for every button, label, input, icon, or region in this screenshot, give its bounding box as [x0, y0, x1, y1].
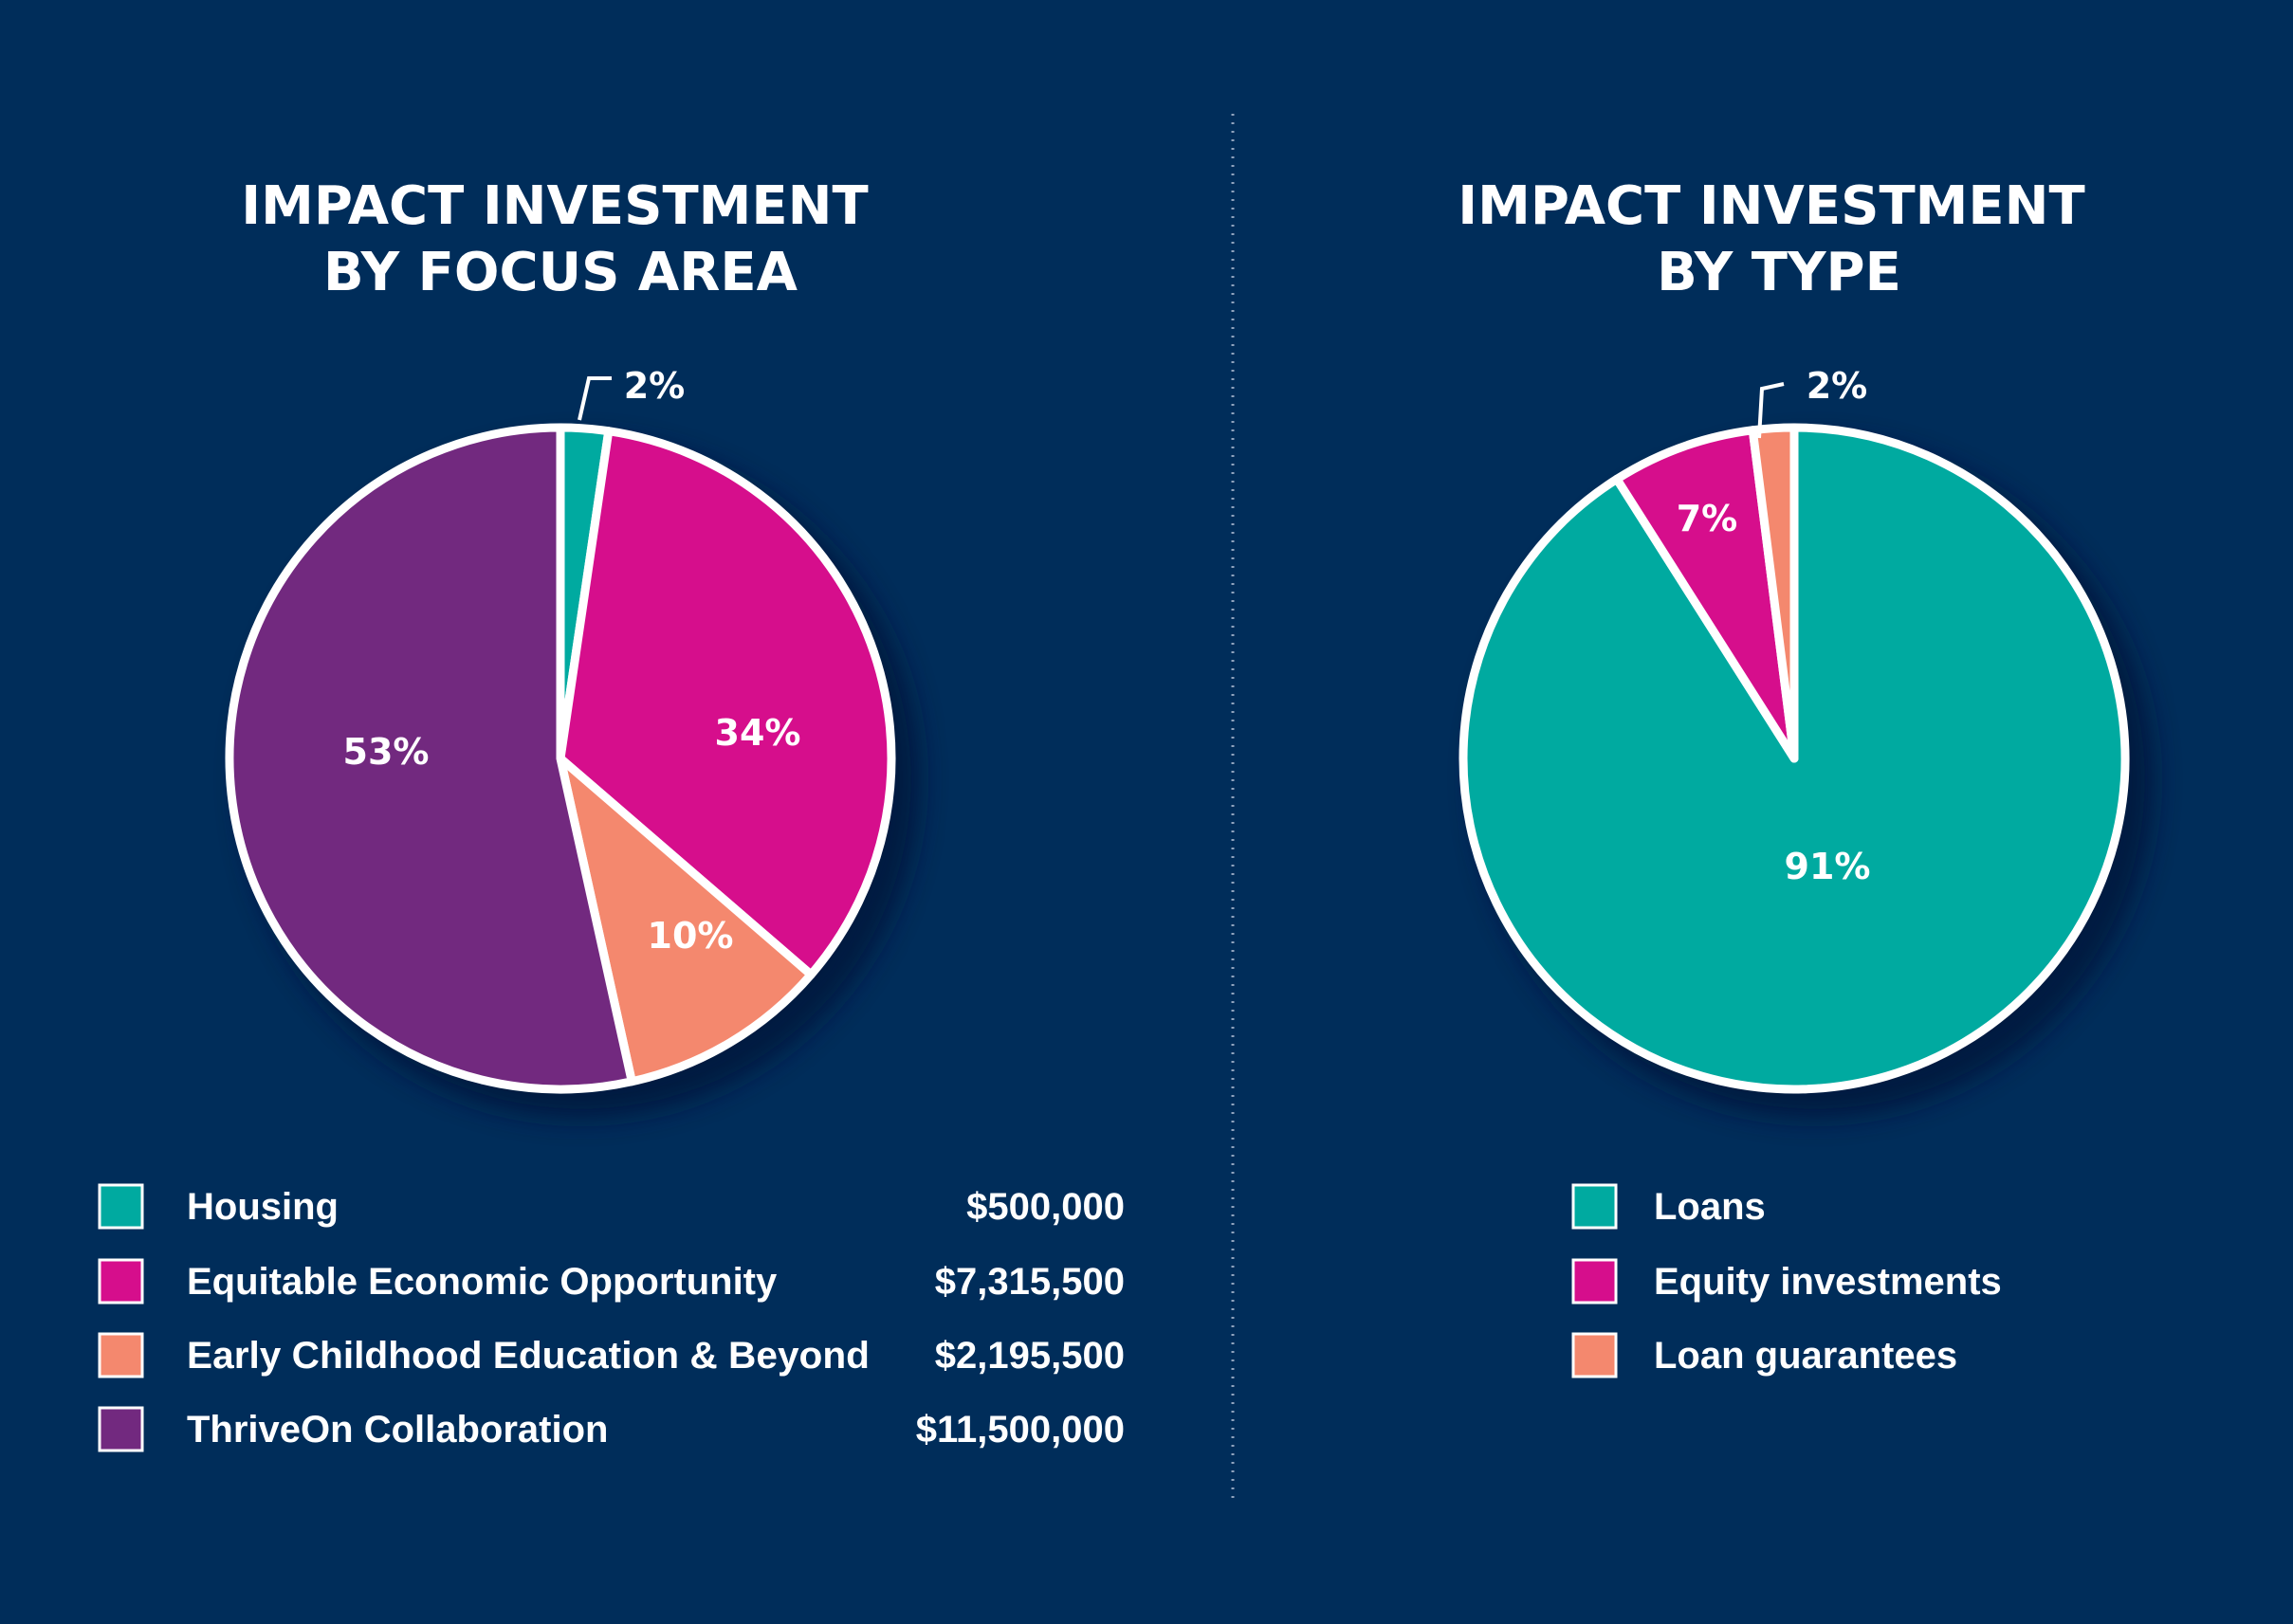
legend-label: Equitable Economic Opportunity: [187, 1261, 778, 1303]
legend-label: Loan guarantees: [1654, 1335, 1957, 1377]
data-label: 34%: [715, 712, 801, 754]
legend-value: $500,000: [966, 1186, 1125, 1228]
legend-label: Loans: [1654, 1186, 1766, 1228]
legend-value: $2,195,500: [935, 1335, 1125, 1377]
legend-focus-area: Housing $500,000 Equitable Economic Oppo…: [98, 1183, 1125, 1452]
pie-slice-loan-guarantees: [1748, 423, 1799, 763]
legend-swatch: [98, 1332, 144, 1378]
legend-label: Equity investments: [1654, 1261, 2002, 1303]
leader-line: [1757, 382, 1785, 439]
legend-swatch: [98, 1406, 144, 1452]
legend-swatch: [1571, 1258, 1618, 1305]
legend-label: Housing: [187, 1186, 339, 1228]
pie-focus-area: [225, 423, 920, 1118]
chart-title-line1: IMPACT INVESTMENT: [241, 175, 868, 237]
chart-title-line1: IMPACT INVESTMENT: [1458, 175, 2084, 237]
pie-type: [1458, 423, 2154, 1118]
data-label: 91%: [1785, 846, 1871, 887]
chart-title-line2: BY TYPE: [1657, 242, 1901, 303]
pie-slice-equity-investments: [1612, 426, 1799, 763]
legend-value: $11,500,000: [916, 1409, 1125, 1451]
legend-label: Early Childhood Education & Beyond: [187, 1335, 870, 1377]
pie-slice-thriveon-collaboration: [225, 423, 636, 1094]
leader-line: [578, 376, 612, 421]
legend-swatch: [1571, 1332, 1618, 1378]
legend-swatch: [1571, 1183, 1618, 1230]
pie-slice-equitable-economic-opportunity: [556, 427, 896, 979]
data-label: 10%: [648, 915, 734, 957]
legend-label: ThriveOn Collaboration: [187, 1409, 608, 1451]
data-label: 7%: [1677, 498, 1738, 539]
legend-swatch: [98, 1183, 144, 1230]
data-label: 53%: [343, 731, 430, 773]
pie-slice-early-childhood-education-beyond: [556, 754, 816, 1086]
chart-title-line2: BY FOCUS AREA: [323, 242, 798, 303]
data-label: 2%: [624, 365, 686, 407]
legend-value: $7,315,500: [935, 1261, 1125, 1303]
legend-type: Loans Equity investments Loan guarantees: [1571, 1183, 2002, 1378]
legend-swatch: [98, 1258, 144, 1305]
data-label: 2%: [1807, 365, 1868, 407]
